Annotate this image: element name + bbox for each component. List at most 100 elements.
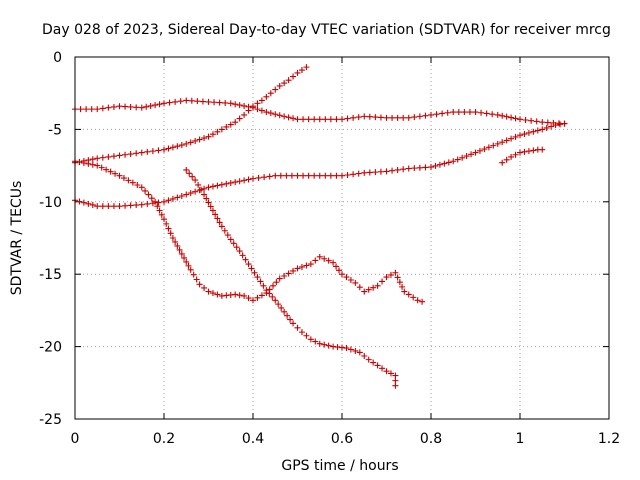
data-point (300, 172, 307, 179)
data-point (254, 294, 261, 301)
data-point (110, 153, 117, 160)
data-point (490, 142, 497, 149)
data-point (89, 201, 96, 208)
data-point (370, 284, 377, 291)
data-point (122, 103, 129, 110)
data-point (236, 292, 243, 299)
data-point (110, 203, 117, 210)
data-point (416, 164, 423, 171)
data-point (281, 308, 288, 315)
data-point (455, 109, 462, 116)
data-point (183, 191, 190, 198)
data-point (522, 116, 529, 123)
data-point (394, 114, 401, 121)
series-track-5 (183, 166, 399, 389)
data-point (557, 121, 564, 128)
data-point (167, 230, 174, 237)
data-point (138, 201, 145, 208)
data-point (161, 100, 167, 107)
data-point (195, 181, 202, 188)
data-point (281, 273, 288, 280)
data-point (254, 100, 261, 107)
data-point (303, 332, 310, 339)
data-point (555, 120, 562, 127)
data-point (372, 169, 379, 176)
x-tick-label: 0 (71, 431, 80, 447)
data-point (199, 98, 206, 105)
data-point (227, 121, 234, 128)
data-point (183, 258, 190, 265)
data-point (241, 177, 248, 184)
data-point (383, 368, 390, 375)
data-point (503, 156, 510, 163)
data-point (245, 295, 252, 302)
data-point (181, 254, 188, 261)
data-point (152, 102, 159, 109)
data-point (89, 161, 96, 168)
data-point (298, 263, 305, 270)
data-point (248, 265, 255, 272)
data-point (399, 283, 406, 290)
data-point (232, 179, 239, 186)
data-point (270, 282, 277, 289)
data-point (218, 223, 225, 230)
x-tick-labels: 0 0.2 0.4 0.6 0.8 1 1.2 (71, 431, 621, 447)
data-point (548, 123, 555, 130)
data-point (525, 148, 532, 155)
data-point (129, 179, 136, 186)
data-point (316, 172, 323, 179)
data-point (76, 159, 83, 166)
data-point (205, 98, 212, 105)
data-point (410, 294, 417, 301)
data-point (512, 151, 519, 158)
data-point (544, 119, 551, 126)
data-point (149, 148, 156, 155)
data-point (254, 106, 261, 113)
data-point (450, 158, 457, 165)
data-point (203, 195, 210, 202)
data-point (223, 180, 230, 187)
data-point (330, 259, 337, 266)
data-point (339, 116, 345, 123)
data-point (428, 164, 434, 171)
data-point (239, 252, 246, 259)
data-point (433, 111, 440, 118)
data-point (322, 116, 329, 123)
data-point (105, 203, 112, 210)
data-point (370, 359, 377, 366)
data-point (356, 284, 363, 291)
data-point (94, 106, 101, 113)
data-point (222, 99, 229, 106)
data-point (212, 211, 219, 218)
series-track-6 (499, 146, 546, 166)
data-point (325, 257, 332, 264)
data-point (187, 139, 194, 146)
data-point (192, 177, 199, 184)
data-point (284, 312, 291, 319)
data-point (392, 269, 399, 276)
data-point (192, 188, 199, 195)
series-track-2 (72, 64, 310, 166)
data-point (508, 135, 515, 142)
data-point (312, 257, 319, 264)
data-point (257, 278, 264, 285)
data-point (112, 170, 119, 177)
data-point (411, 165, 418, 172)
data-point (494, 140, 501, 147)
data-point (133, 150, 140, 157)
data-point (269, 293, 276, 300)
data-point (116, 172, 123, 179)
data-point (294, 172, 301, 179)
data-point (236, 115, 243, 122)
data-point (230, 240, 237, 247)
data-point (356, 349, 363, 356)
data-point (116, 203, 123, 210)
y-tick-label: -10 (39, 195, 62, 211)
data-point (294, 69, 301, 76)
data-point (472, 109, 479, 116)
data-point (400, 166, 407, 173)
data-point (260, 282, 267, 289)
data-point (94, 162, 101, 169)
data-point (379, 365, 386, 372)
data-point (165, 145, 172, 152)
